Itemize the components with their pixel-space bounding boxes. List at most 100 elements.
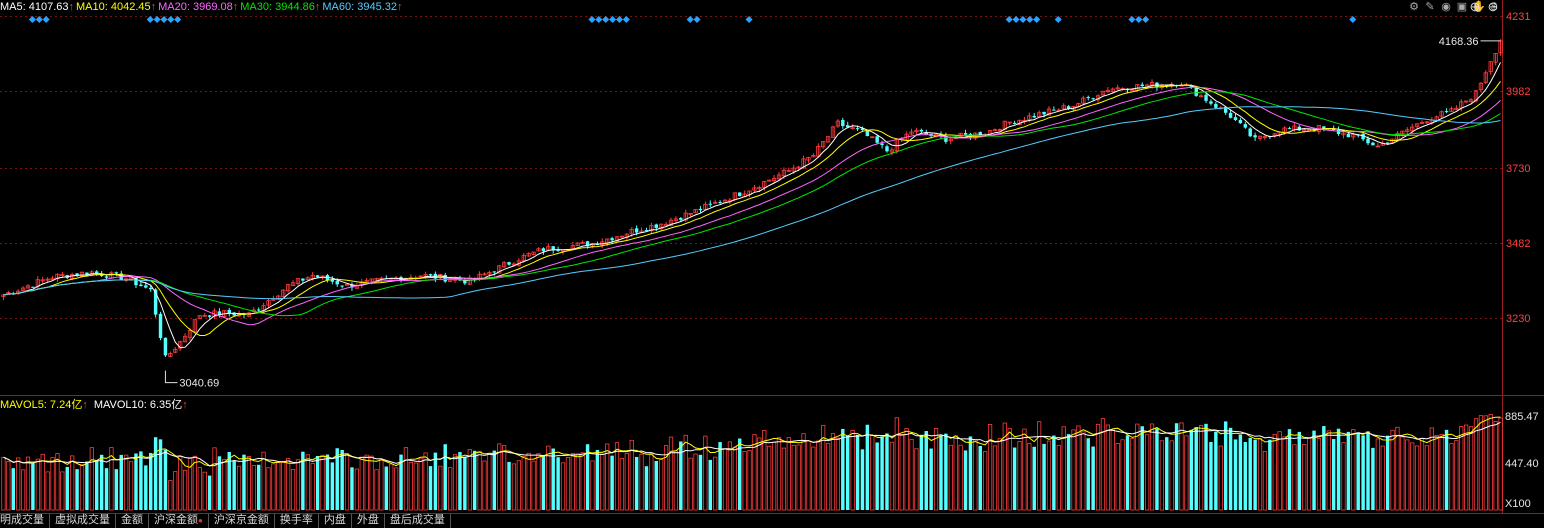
tab-8[interactable]: 盘后成交量 [385,514,451,528]
volume-bar [600,453,605,511]
candle-body [114,272,119,274]
candle-body [1341,132,1346,136]
volume-bar [1262,450,1268,511]
pen-icon[interactable]: ✎ [1425,1,1435,13]
gift-icon[interactable]: ▣ [1456,1,1468,13]
volume-bar [860,449,865,510]
candle-body [1061,105,1066,110]
volume-bar [403,447,409,511]
volume-bar [467,449,472,511]
volume-bar [1253,439,1257,510]
candle-body [227,309,231,314]
candle-body [163,337,168,356]
candle-body [330,279,335,282]
candle-body [1248,128,1252,137]
volume-bar [173,471,178,511]
zoom-in-icon[interactable]: ⊕ [1469,0,1481,14]
event-marker [42,15,50,24]
volume-bar [786,437,791,511]
candle-body [801,158,806,169]
candle-body [1086,96,1090,98]
price-tick-label: 3982 [1506,86,1530,98]
candle-body [1371,142,1375,146]
event-marker [1142,15,1150,24]
candle-body [845,125,850,128]
volume-bar [767,445,772,511]
tab-3[interactable]: 沪深金额● [149,514,209,528]
volume-bar [541,455,546,510]
volume-bar [1022,428,1027,511]
candle-body [168,353,173,357]
volume-bar [536,453,541,511]
candle-body [978,132,982,136]
tab-7[interactable]: 外盘 [352,514,385,528]
candle-body [1233,117,1238,121]
tab-0[interactable]: 明成交量 [0,514,50,528]
candle-body [1209,101,1213,104]
volume-bar [502,445,507,511]
tab-1[interactable]: 虚拟成交量 [50,514,116,528]
candle-body [1214,103,1218,108]
eye-icon[interactable]: ◉ [1441,1,1451,13]
volume-bar [565,456,571,511]
dollar-icon[interactable]: $ [1490,1,1498,13]
tab-5[interactable]: 换手率 [275,514,319,528]
vol-legend-item: MAVOL10: 6.35亿↑ [93,399,188,411]
candle-body [1322,126,1326,129]
gear-icon[interactable]: ⚙ [1409,1,1419,13]
candle-body [207,315,212,317]
zoom-out-icon[interactable]: ⊖ [1487,0,1499,14]
candle-body [1228,112,1233,118]
candle-body [693,209,698,214]
candle-body [1449,108,1454,112]
volume-bar [1419,438,1425,511]
candle-body [315,275,320,278]
volume-bar [497,443,502,511]
volume-bar [958,444,963,511]
volume-bar [1400,436,1405,511]
candle-body [1,294,6,297]
hand-icon[interactable]: ✋ [1472,1,1486,13]
tab-2[interactable]: 金额 [116,514,149,528]
candle-body [1468,99,1474,103]
volume-bar [374,469,379,511]
candle-body [305,277,310,280]
volume-bar [438,465,443,511]
volume-bar [1238,434,1243,510]
volume-bar [148,452,153,510]
volume-bar [114,469,119,510]
volume-bar [134,453,138,510]
volume-bar [315,455,320,510]
candle-body [708,203,712,205]
candle-body [182,335,188,343]
candle-body [197,315,202,319]
volume-bar [1214,431,1218,510]
candle-body [266,300,271,306]
volume-bar [1052,435,1056,510]
volume-bar [718,442,722,510]
volume-bar [742,451,747,511]
candle-body [816,145,821,157]
volume-bar [394,467,399,511]
candle-body [428,274,433,276]
candle-body [340,285,344,287]
candle-body [1100,90,1106,96]
volume-bar [722,448,728,511]
low-pointer [164,370,178,384]
volume-bar [619,458,625,511]
candle-body [679,218,683,220]
tab-6[interactable]: 内盘 [319,514,352,528]
volume-bar [924,431,928,510]
candle-body [948,138,953,142]
volume-bar [1081,431,1086,511]
candle-body [634,228,639,233]
volume-bar [708,459,712,510]
volume-bar [423,452,428,511]
volume-bar [16,457,21,511]
tab-4[interactable]: 沪深京金额 [209,514,275,528]
volume-bar [614,442,620,511]
volume-bar [99,454,104,510]
volume-bar [1444,429,1449,510]
volume-bar [894,417,899,511]
